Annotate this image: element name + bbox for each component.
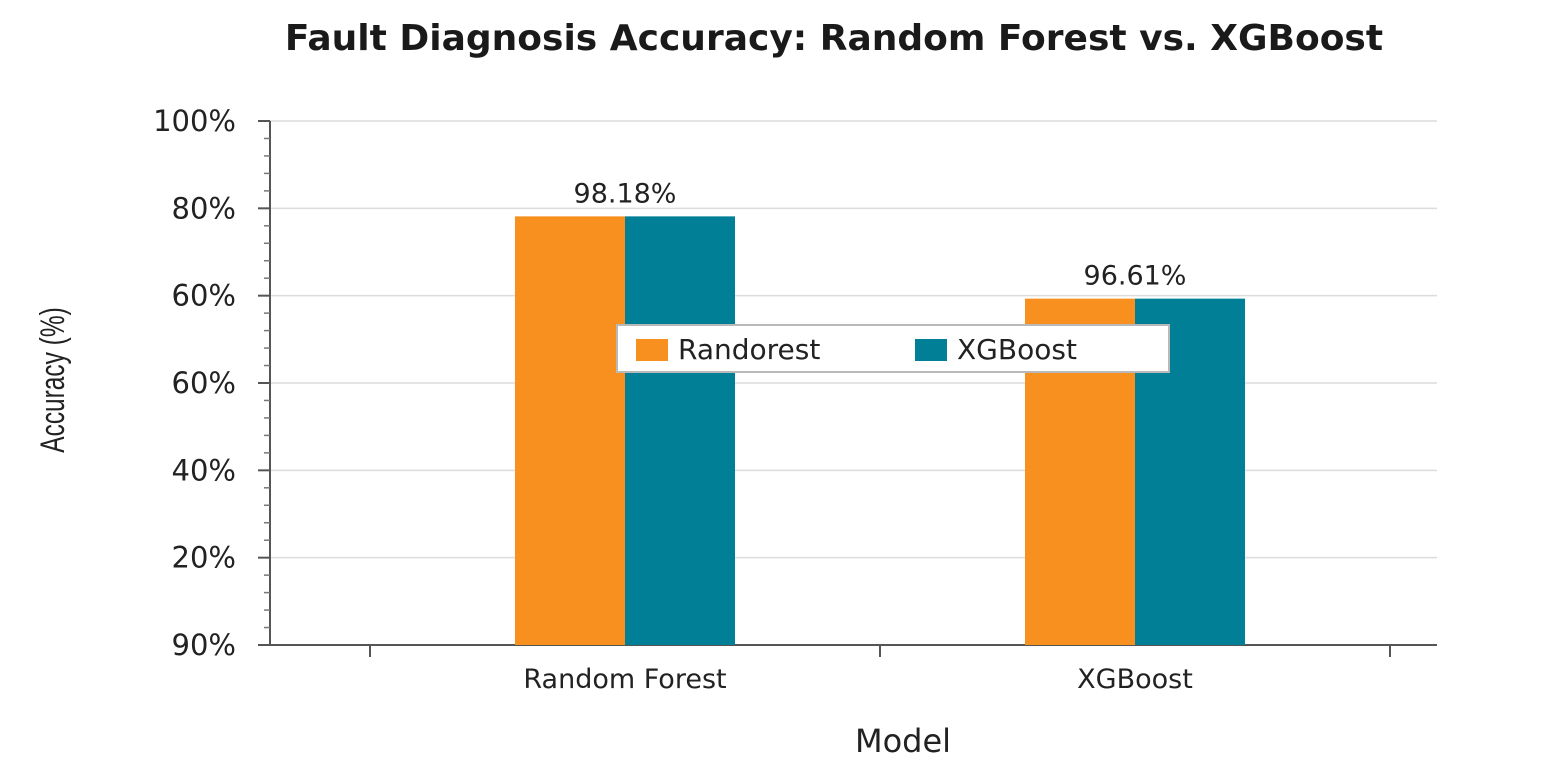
legend-swatch-randorest [636, 339, 668, 361]
legend-label-randorest: Randorest [678, 333, 820, 366]
y-ticks: 90% 20% 40% 60% 60% 80% 100% [153, 104, 270, 662]
legend-label-xgboost: XGBoost [957, 333, 1077, 366]
chart-title: Fault Diagnosis Accuracy: Random Forest … [285, 18, 1383, 59]
bars [515, 216, 1245, 646]
y-tick-label: 90% [172, 628, 236, 662]
x-tick-label: Random Forest [523, 664, 726, 695]
data-labels: 98.18% 96.61% [574, 178, 1187, 291]
y-tick-label: 20% [172, 541, 236, 575]
x-tick-label: XGBoost [1077, 664, 1193, 695]
y-tick-label: 60% [172, 366, 236, 400]
bar-random-forest-randorest [515, 216, 625, 646]
data-label: 96.61% [1084, 261, 1187, 292]
legend: Randorest XGBoost [616, 324, 1170, 373]
y-tick-label: 40% [172, 453, 236, 487]
y-axis-label: Accuracy (%) [34, 307, 72, 452]
bar-random-forest-xgboost [625, 216, 735, 646]
x-axis-label: Model [855, 722, 951, 760]
data-label: 98.18% [574, 178, 677, 209]
y-tick-label: 60% [172, 279, 236, 313]
legend-frame [616, 324, 1170, 373]
y-tick-label: 100% [153, 104, 236, 138]
x-ticks: Random Forest XGBoost [369, 645, 1391, 695]
legend-swatch-xgboost [915, 339, 947, 361]
y-tick-label: 80% [172, 191, 236, 225]
